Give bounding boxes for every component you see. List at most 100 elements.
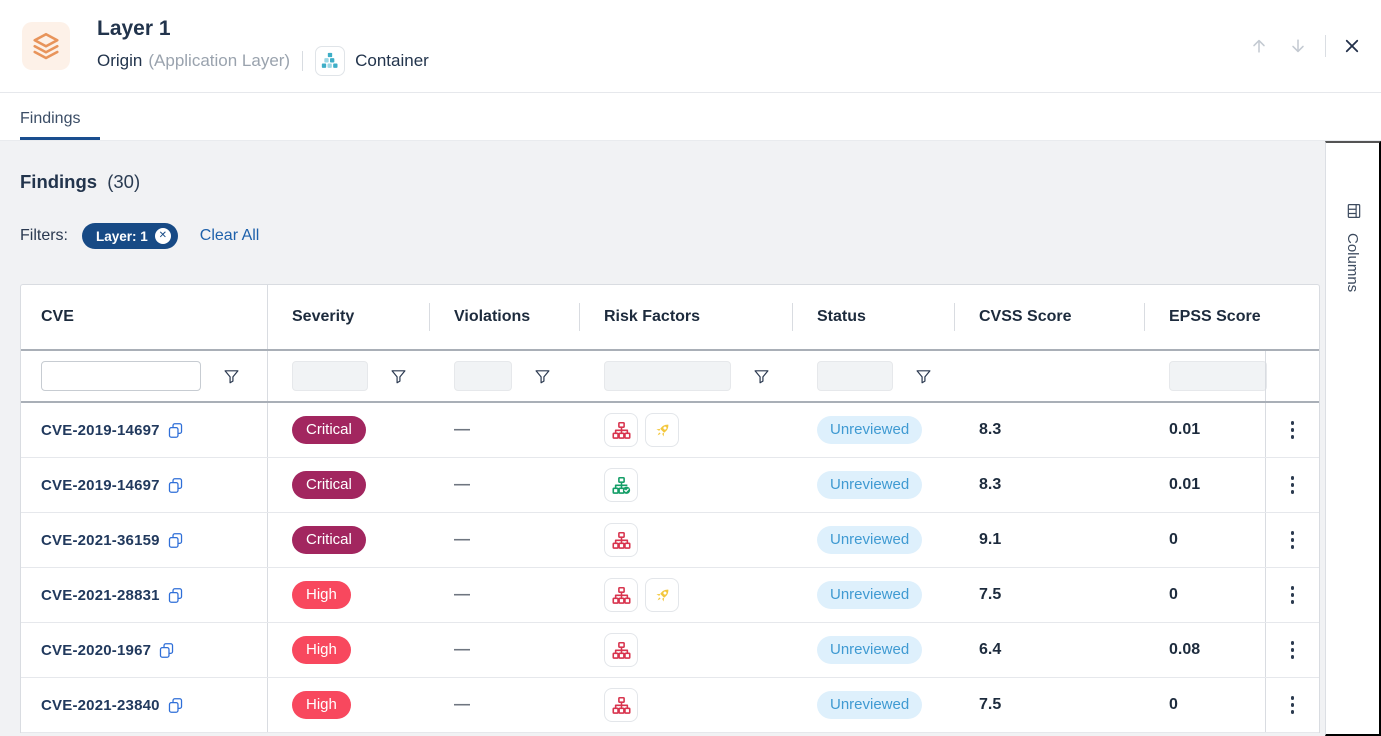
violations-value: —	[454, 586, 470, 603]
cvss-score: 9.1	[979, 531, 1002, 548]
table-row: CVE-2019-14697 Critical — Unreviewed 8.3…	[21, 403, 1319, 458]
cvss-score: 7.5	[979, 696, 1002, 713]
risk-factors-cell	[580, 623, 793, 677]
layers-icon	[22, 22, 70, 70]
epss-score: 0	[1169, 586, 1178, 603]
severity-badge: High	[292, 690, 351, 720]
filter-chip-layer[interactable]: Layer: 1 ✕	[82, 223, 178, 249]
attack-vector-icon	[604, 578, 638, 612]
column-header-cve[interactable]: CVE	[21, 285, 268, 349]
cve-filter-funnel-icon[interactable]	[223, 368, 240, 385]
cve-link[interactable]: CVE-2020-1967	[41, 641, 152, 659]
column-header-cvss[interactable]: CVSS Score	[955, 285, 1145, 349]
status-filter-funnel-icon[interactable]	[915, 368, 932, 385]
copy-icon[interactable]	[167, 532, 184, 549]
severity-badge: Critical	[292, 525, 366, 555]
attack-vector-icon	[604, 688, 638, 722]
table-row: CVE-2021-36159 Critical — Unreviewed 9.1…	[21, 513, 1319, 568]
risk-factors-cell	[580, 513, 793, 567]
copy-icon[interactable]	[158, 642, 175, 659]
epss-filter-input[interactable]	[1169, 361, 1267, 391]
epss-score: 0.01	[1169, 421, 1201, 438]
severity-badge: Critical	[292, 415, 366, 445]
status-filter-input[interactable]	[817, 361, 893, 391]
divider	[1325, 35, 1326, 57]
panel-header: Layer 1 Origin (Application Layer) Conta…	[0, 0, 1381, 93]
row-menu-kebab-icon[interactable]	[1285, 470, 1301, 500]
risk-factors-filter-input[interactable]	[604, 361, 731, 391]
columns-button-label: Columns	[1344, 233, 1361, 293]
risk-factors-cell	[580, 403, 793, 457]
row-menu-kebab-icon[interactable]	[1285, 635, 1301, 665]
page-title: Layer 1	[97, 17, 171, 41]
epss-score: 0	[1169, 531, 1178, 548]
exploit-icon	[645, 413, 679, 447]
filters-label: Filters:	[20, 227, 68, 244]
row-menu-kebab-icon[interactable]	[1285, 580, 1301, 610]
exploit-icon	[645, 578, 679, 612]
epss-score: 0.08	[1169, 641, 1201, 658]
copy-icon[interactable]	[167, 587, 184, 604]
row-menu-kebab-icon[interactable]	[1285, 690, 1301, 720]
copy-icon[interactable]	[167, 697, 184, 714]
column-header-severity[interactable]: Severity	[268, 285, 430, 349]
cvss-score: 8.3	[979, 476, 1002, 493]
table-row: CVE-2019-14697 Critical — Unreviewed 8.3…	[21, 458, 1319, 513]
next-arrow-down-icon[interactable]	[1286, 34, 1310, 58]
close-icon[interactable]	[1341, 35, 1363, 57]
copy-icon[interactable]	[167, 477, 184, 494]
severity-filter-funnel-icon[interactable]	[390, 368, 407, 385]
row-menu-kebab-icon[interactable]	[1285, 525, 1301, 555]
findings-panel: Findings (30) Filters: Layer: 1 ✕ Clear …	[0, 141, 1381, 736]
cvss-score: 6.4	[979, 641, 1002, 658]
cvss-score: 7.5	[979, 586, 1002, 603]
divider	[302, 50, 304, 71]
cve-link[interactable]: CVE-2021-36159	[41, 531, 160, 549]
table-filter-row	[21, 349, 1319, 403]
status-badge: Unreviewed	[817, 581, 923, 609]
origin-label: Origin	[97, 50, 143, 70]
copy-icon[interactable]	[167, 422, 184, 439]
columns-settings-button[interactable]: Columns	[1325, 141, 1381, 736]
violations-value: —	[454, 421, 470, 438]
row-menu-kebab-icon[interactable]	[1285, 415, 1301, 445]
tab-bar: Findings	[0, 93, 1381, 141]
cve-link[interactable]: CVE-2021-28831	[41, 586, 160, 604]
violations-value: —	[454, 641, 470, 658]
table-row: CVE-2021-28831 High — Unreviewed 7.5 0	[21, 568, 1319, 623]
status-badge: Unreviewed	[817, 636, 923, 664]
column-header-risk-factors[interactable]: Risk Factors	[580, 285, 793, 349]
severity-filter-input[interactable]	[292, 361, 368, 391]
remove-filter-icon[interactable]: ✕	[154, 228, 171, 244]
column-header-violations[interactable]: Violations	[430, 285, 580, 349]
column-header-status[interactable]: Status	[793, 285, 955, 349]
cve-filter-input[interactable]	[41, 361, 201, 391]
clear-all-link[interactable]: Clear All	[199, 227, 260, 244]
cve-link[interactable]: CVE-2021-23840	[41, 696, 160, 714]
section-heading: Findings (30)	[20, 141, 1381, 193]
risk-factors-filter-funnel-icon[interactable]	[753, 368, 770, 385]
table-row: CVE-2021-23840 High — Unreviewed 7.5 0	[21, 678, 1319, 733]
status-badge: Unreviewed	[817, 416, 923, 444]
table-header-row: CVE Severity Violations Risk Factors Sta…	[21, 285, 1319, 349]
container-icon	[315, 45, 346, 76]
origin-sublabel: (Application Layer)	[148, 50, 291, 70]
epss-score: 0	[1169, 696, 1178, 713]
status-badge: Unreviewed	[817, 526, 923, 554]
epss-score: 0.01	[1169, 476, 1201, 493]
violations-filter-funnel-icon[interactable]	[534, 368, 551, 385]
entity-type-label: Container	[355, 50, 429, 70]
cve-link[interactable]: CVE-2019-14697	[41, 421, 160, 439]
tab-findings[interactable]: Findings	[20, 98, 101, 140]
cvss-score: 8.3	[979, 421, 1002, 438]
table-columns-icon	[1343, 203, 1363, 220]
findings-table: CVE Severity Violations Risk Factors Sta…	[20, 284, 1320, 733]
severity-badge: Critical	[292, 470, 366, 500]
violations-filter-input[interactable]	[454, 361, 512, 391]
column-header-epss[interactable]: EPSS Score	[1169, 308, 1261, 325]
severity-badge: High	[292, 580, 351, 610]
attack-vector-icon	[604, 413, 638, 447]
attack-vector-icon	[604, 633, 638, 667]
cve-link[interactable]: CVE-2019-14697	[41, 476, 160, 494]
previous-arrow-up-icon[interactable]	[1247, 34, 1271, 58]
